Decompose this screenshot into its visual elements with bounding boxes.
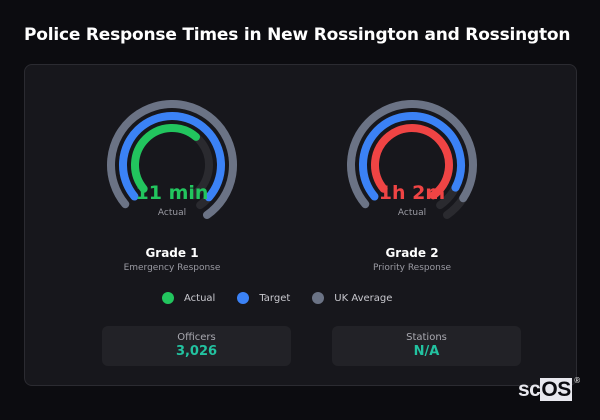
radial-gauge-grade-1: [107, 100, 237, 219]
legend-item-actual: Actual: [162, 292, 215, 304]
legend-label: Target: [259, 292, 291, 304]
logo-text-highlight: OS: [540, 378, 572, 401]
logo-text: sc: [518, 378, 541, 401]
legend-dot-icon: [312, 292, 325, 304]
gauge-value: 1h 2m: [378, 182, 446, 204]
gauge-value-label: Actual: [397, 208, 427, 218]
legend-item-uk-average: UK Average: [312, 292, 392, 304]
stat-stations: Stations N/A: [332, 326, 521, 366]
stat-label: Stations: [406, 332, 447, 343]
gauge-value: 11 min: [135, 182, 209, 204]
scos-logo: scOS ®: [518, 376, 580, 402]
legend-label: UK Average: [334, 292, 393, 304]
legend-item-target: Target: [237, 292, 290, 304]
radial-gauge-grade-2: [347, 100, 477, 219]
chart-legend: Actual Target UK Average: [162, 292, 392, 304]
stat-value: 3,026: [175, 344, 218, 359]
stat-officers: Officers 3,026: [102, 326, 291, 366]
gauge-subtitle: Emergency Response: [123, 263, 221, 273]
registered-mark: ®: [574, 376, 580, 385]
legend-label: Actual: [184, 292, 216, 304]
gauge-value-label: Actual: [157, 208, 187, 218]
page-title: Police Response Times in New Rossington …: [24, 25, 571, 45]
stat-value: N/A: [413, 344, 440, 359]
gauge-title: Grade 2: [385, 246, 439, 260]
legend-dot-icon: [162, 292, 174, 304]
gauge-title: Grade 1: [145, 246, 199, 260]
legend-dot-icon: [237, 292, 250, 304]
gauge-grade-1: 11 min Actual Grade 1 Emergency Response: [92, 100, 252, 273]
gauge-grade-2: 1h 2m Actual Grade 2 Priority Response: [332, 100, 492, 273]
gauge-subtitle: Priority Response: [372, 263, 452, 273]
stat-label: Officers: [177, 332, 216, 343]
